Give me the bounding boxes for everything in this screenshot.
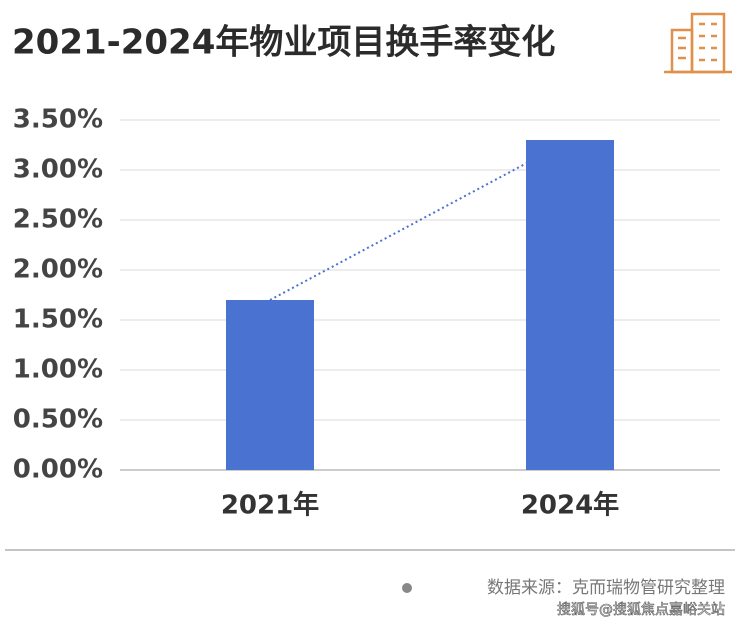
x-tick-label: 2021年: [221, 490, 319, 521]
y-tick-label: 3.00%: [13, 155, 103, 185]
y-tick-label: 0.50%: [13, 405, 103, 435]
watermark: 搜狐号@搜狐焦点嘉峪关站: [557, 602, 725, 618]
y-tick-label: 2.50%: [13, 205, 103, 235]
y-tick-label: 2.00%: [13, 255, 103, 285]
trendline: [269, 139, 571, 301]
x-tick-label: 2024年: [521, 490, 619, 521]
y-tick-label: 1.00%: [13, 355, 103, 385]
bar: [226, 300, 314, 470]
y-tick-label: 3.50%: [13, 105, 103, 135]
building-icon: [664, 12, 732, 74]
y-tick-label: 0.00%: [13, 455, 103, 485]
source: 数据来源：克而瑞物管研究整理: [487, 578, 725, 598]
source-dot: [402, 583, 412, 593]
y-tick-label: 1.50%: [13, 305, 103, 335]
chart-title: 2021-2024年物业项目换手率变化: [12, 23, 555, 63]
bar: [526, 140, 614, 470]
